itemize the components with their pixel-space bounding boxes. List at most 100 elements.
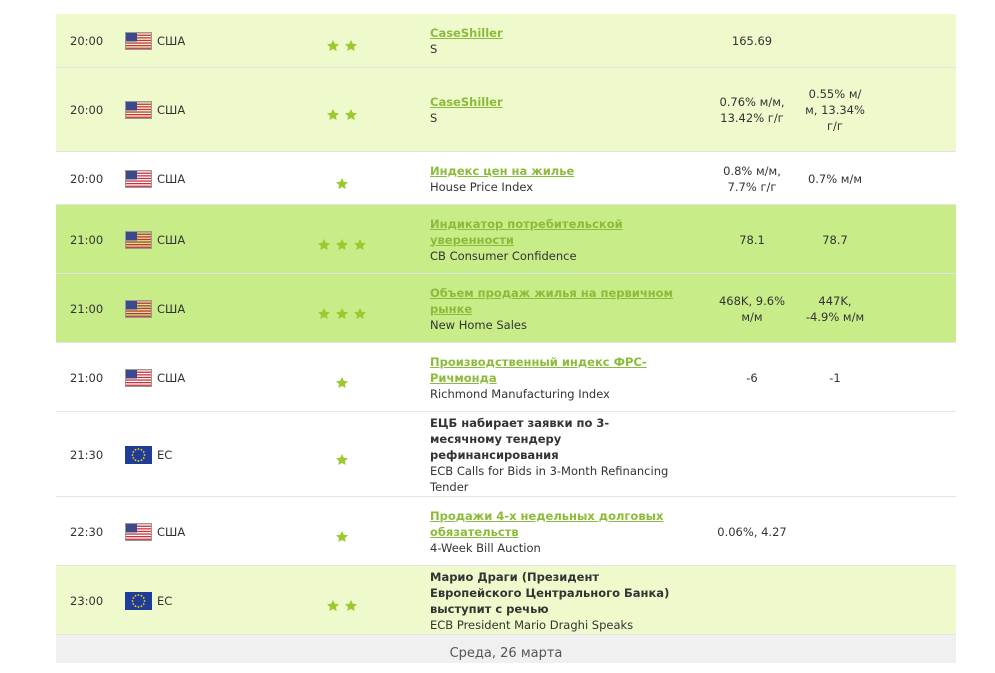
- time: 20:00: [70, 103, 104, 117]
- event-title[interactable]: Индекс цен на жилье: [430, 163, 575, 178]
- flag: [125, 497, 155, 566]
- eu-star: [137, 593, 140, 596]
- table-row: [56, 14, 956, 68]
- event-title[interactable]: Продажи 4-х недельных долговых обязатель…: [430, 508, 664, 539]
- day-header: Среда, 26 марта: [56, 635, 956, 663]
- event-title[interactable]: Индикатор потребительской уверенности: [430, 216, 623, 247]
- event-text: Индикатор потребительской уверенности CB …: [430, 216, 680, 264]
- importance-star: [345, 109, 357, 120]
- eu-star: [137, 459, 140, 462]
- star-shape: [336, 307, 348, 319]
- stripe: [125, 246, 152, 248]
- event: Индикатор потребительской уверенности CB …: [430, 205, 680, 274]
- importance-star: [327, 109, 339, 120]
- flag-icon: [125, 32, 152, 50]
- time: 22:30: [70, 524, 104, 539]
- star-shape: [318, 307, 330, 319]
- stripe: [125, 177, 152, 179]
- flag-icon: [125, 368, 152, 387]
- table-row: [56, 205, 956, 274]
- stripe: [125, 235, 152, 237]
- importance-star: [327, 599, 339, 611]
- stripe: [125, 527, 152, 529]
- eu-star: [143, 599, 146, 602]
- eu-star: [131, 453, 134, 456]
- event-text: CaseShiller S: [430, 94, 503, 126]
- flag-icon: [125, 299, 152, 318]
- event-subtitle: Richmond Manufacturing Index: [430, 386, 610, 401]
- eu-star: [132, 596, 135, 599]
- stripe: [125, 378, 152, 381]
- flag-icon: [125, 230, 152, 249]
- flag-icon: [125, 591, 152, 610]
- event-title[interactable]: Объем продаж жилья на первичном рынке: [430, 285, 673, 316]
- event-text: Марио Драги (Президент Европейского Цент…: [430, 569, 680, 633]
- stripe: [125, 538, 152, 540]
- actual-value: 0.76% м/м, 13.42% г/г: [719, 95, 785, 125]
- canton: [125, 230, 137, 240]
- flag: [125, 566, 155, 635]
- star-shape: [336, 238, 348, 250]
- importance: [300, 347, 384, 416]
- actual-value: 78.1: [739, 232, 765, 247]
- eu-star: [134, 594, 137, 597]
- event-subtitle: ECB Calls for Bids in 3-Month Refinancin…: [430, 463, 669, 494]
- stripe: [125, 304, 152, 306]
- eu-star: [137, 605, 140, 608]
- stripe: [125, 376, 152, 378]
- stripe: [125, 309, 152, 312]
- star-shape: [354, 238, 366, 250]
- canton: [125, 522, 137, 532]
- eu-star: [142, 596, 145, 599]
- stripe: [125, 37, 152, 39]
- country: США: [157, 232, 186, 247]
- stripe: [125, 535, 152, 537]
- flag: [125, 68, 155, 152]
- star-shape: [345, 40, 357, 51]
- event-title[interactable]: CaseShiller: [430, 95, 503, 109]
- time: 21:00: [70, 370, 104, 385]
- event-text: CaseShiller S: [430, 25, 503, 57]
- flag: [125, 343, 155, 412]
- eu-star: [132, 602, 135, 605]
- stripe: [125, 179, 152, 182]
- time: 21:00: [70, 301, 104, 316]
- country: ЕС: [157, 447, 173, 462]
- event-subtitle: S: [430, 42, 438, 56]
- stripe: [125, 373, 152, 375]
- eu-star: [142, 456, 145, 459]
- star-shape: [318, 238, 330, 250]
- stripe: [125, 172, 152, 174]
- flag: [125, 205, 155, 274]
- eu-star: [142, 450, 145, 453]
- event: Производственный индекс ФРС-Ричмонда Rich…: [430, 343, 680, 412]
- stripe: [125, 185, 152, 187]
- event-title[interactable]: CaseShiller: [430, 26, 503, 40]
- stripe: [125, 233, 152, 235]
- border: [125, 32, 152, 50]
- star-shape: [336, 177, 348, 189]
- eu-star: [132, 456, 135, 459]
- country: ЕС: [157, 593, 173, 608]
- time: 21:30: [70, 447, 104, 462]
- event-subtitle: House Price Index: [430, 179, 534, 194]
- importance: [300, 501, 384, 570]
- star-shape: [336, 376, 348, 388]
- border: [125, 368, 152, 387]
- event-text: Объем продаж жилья на первичном рынке New…: [430, 285, 680, 333]
- actual-value: 0.06%, 4.27: [717, 524, 787, 539]
- importance-star: [336, 177, 348, 189]
- flag-icon: [125, 101, 152, 119]
- importance: [300, 278, 384, 347]
- stripe: [125, 103, 152, 105]
- stripe: [125, 174, 152, 176]
- stripe: [125, 302, 152, 304]
- event-text: Производственный индекс ФРС-Ричмонда Rich…: [430, 354, 680, 402]
- stripe: [125, 525, 152, 527]
- forecast-value: 0.7% м/м: [807, 171, 863, 186]
- stripe: [125, 47, 152, 49]
- event-title[interactable]: Производственный индекс ФРС-Ричмонда: [430, 354, 647, 385]
- eu-star: [140, 594, 143, 597]
- importance-star: [318, 307, 330, 319]
